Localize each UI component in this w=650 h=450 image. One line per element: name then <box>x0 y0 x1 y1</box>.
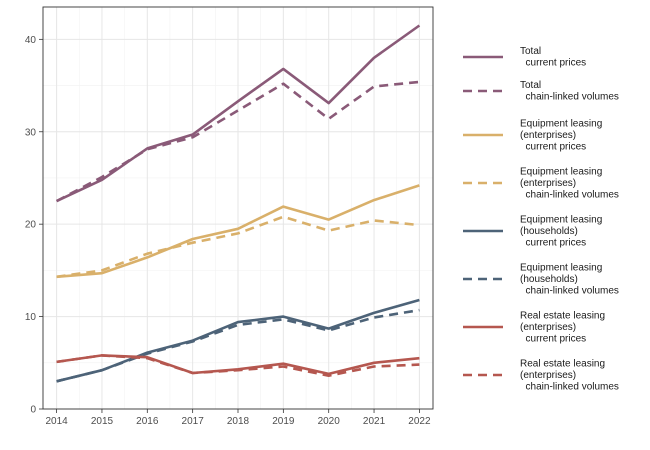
y-tick-label: 20 <box>25 220 37 231</box>
x-tick-label: 2022 <box>408 416 431 427</box>
legend-label-2: Equipment leasing (enterprises) current p… <box>520 118 602 152</box>
series-line-5 <box>56 308 420 383</box>
x-tick-label: 2014 <box>45 416 68 427</box>
legend-label-0: Total current prices <box>520 46 586 69</box>
x-tick-label: 2017 <box>182 416 205 427</box>
series-line-2 <box>56 184 420 279</box>
legend-label-7: Real estate leasing (enterprises) chain-l… <box>520 358 619 392</box>
series-line-1 <box>55 80 420 203</box>
x-tick-label: 2021 <box>363 416 386 427</box>
series-line-3 <box>56 215 420 279</box>
legend-label-4: Equipment leasing (households) current pr… <box>520 214 602 248</box>
legend-label-6: Real estate leasing (enterprises) current… <box>520 310 605 344</box>
legend-label-1: Total chain-linked volumes <box>520 80 619 103</box>
series-line-7 <box>56 354 420 378</box>
x-tick-label: 2015 <box>91 416 114 427</box>
y-tick-label: 10 <box>25 312 37 323</box>
x-tick-label: 2018 <box>227 416 250 427</box>
legend-label-5: Equipment leasing (households) chain-link… <box>520 262 619 296</box>
series-lines <box>55 24 421 383</box>
axes: 0 10 20 30 40 2014 2015 2016 2017 2018 2019 2020 202… <box>25 6 434 427</box>
plot-panel-border <box>42 6 434 410</box>
x-tick-label: 2020 <box>318 416 341 427</box>
y-tick-label: 40 <box>25 35 37 46</box>
legend: Total current prices Total chain-linked v… <box>463 46 619 392</box>
x-tick-label: 2016 <box>136 416 159 427</box>
series-line-0 <box>56 24 421 203</box>
legend-label-3: Equipment leasing (enterprises) chain-lin… <box>520 166 619 200</box>
grid <box>43 7 433 410</box>
y-tick-label: 30 <box>25 127 37 138</box>
x-tick-label: 2019 <box>272 416 295 427</box>
y-tick-label: 0 <box>30 405 36 416</box>
